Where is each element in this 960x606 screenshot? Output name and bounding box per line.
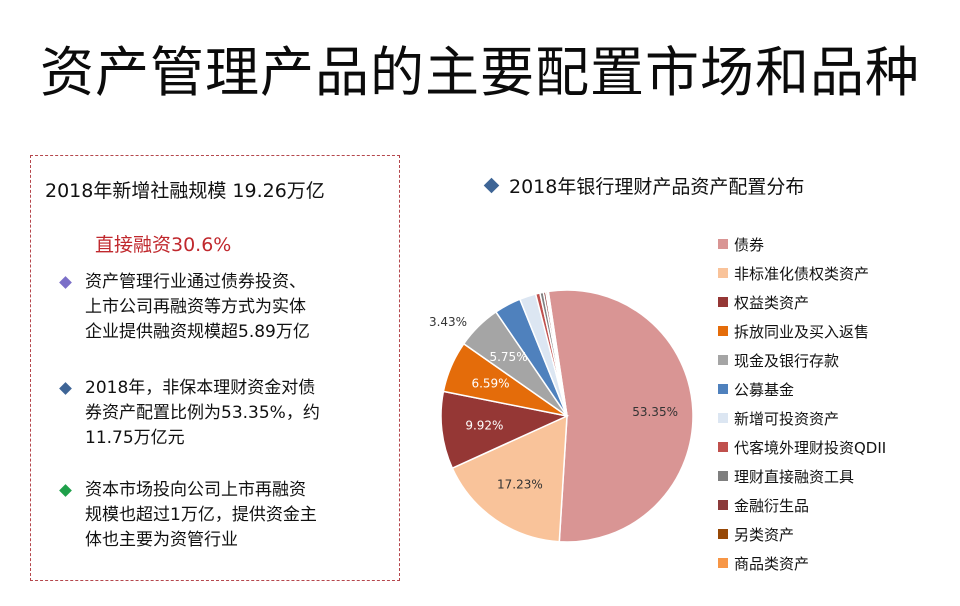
legend-label: 权益类资产: [734, 294, 810, 312]
legend-label: 非标准化债权类资产: [734, 265, 870, 283]
summary-box: 2018年新增社融规模 19.26万亿 直接融资30.6% 资产管理行业通过债券…: [30, 155, 400, 581]
legend-swatch: [718, 413, 728, 423]
legend-label: 另类资产: [734, 526, 795, 544]
page-title: 资产管理产品的主要配置市场和品种: [40, 41, 920, 104]
legend-label: 金融衍生品: [734, 497, 810, 515]
legend-label: 代客境外理财投资QDII: [734, 439, 887, 457]
legend-swatch: [718, 471, 728, 481]
legend-label: 理财直接融资工具: [734, 468, 855, 486]
data-label-mutual-fund: 3.43%: [429, 315, 467, 329]
pie-slice-bond: [547, 289, 694, 543]
chart-title-text: 2018年银行理财产品资产配置分布: [509, 176, 805, 198]
legend-swatch: [718, 442, 728, 452]
legend-swatch: [718, 529, 728, 539]
direct-financing-label: 直接融资30.6%: [95, 234, 232, 256]
legend-swatch: [718, 326, 728, 336]
legend-swatch: [718, 297, 728, 307]
legend-swatch: [718, 384, 728, 394]
data-label-nonstandard-debt: 17.23%: [497, 478, 543, 492]
pie-slice-equity: [440, 390, 570, 470]
bullet-line: 资产管理行业通过债券投资、: [85, 272, 306, 292]
pie-slice-commodity: [546, 290, 568, 417]
summary-header: 2018年新增社融规模 19.26万亿: [45, 180, 325, 202]
bullet-line: 企业提供融资规模超5.89万亿: [85, 322, 310, 342]
legend-label: 拆放同业及买入返售: [734, 323, 870, 341]
legend-swatch: [718, 268, 728, 278]
bullet-line: 资本市场投向公司上市再融资: [85, 480, 306, 500]
legend-label: 债券: [734, 236, 765, 254]
pie-slice-nonstandard-debt: [451, 414, 568, 543]
legend-swatch: [718, 239, 728, 249]
legend-swatch: [718, 500, 728, 510]
bullet-line: 上市公司再融资等方式为实体: [85, 297, 306, 317]
data-label-cash-deposit: 5.75%: [489, 350, 527, 364]
bullet-line: 11.75万亿元: [85, 428, 185, 448]
bullet-line: 2018年，非保本理财资金对债: [85, 378, 316, 398]
legend-label: 公募基金: [734, 381, 795, 399]
legend-label: 新增可投资资产: [734, 410, 840, 428]
legend-swatch: [718, 355, 728, 365]
legend-label: 现金及银行存款: [734, 352, 840, 370]
bullet-line: 规模也超过1万亿，提供资金主: [85, 505, 317, 525]
data-label-bond: 53.35%: [632, 405, 678, 419]
data-label-interbank-repo: 6.59%: [471, 376, 509, 390]
legend-label: 商品类资产: [734, 555, 810, 573]
chart-title: 2018年银行理财产品资产配置分布: [483, 172, 805, 199]
legend-swatch: [718, 558, 728, 568]
bullet-line: 券资产配置比例为53.35%，约: [85, 403, 320, 423]
data-label-equity: 9.92%: [465, 419, 503, 433]
bullet-line: 体也主要为资管行业: [85, 530, 238, 550]
